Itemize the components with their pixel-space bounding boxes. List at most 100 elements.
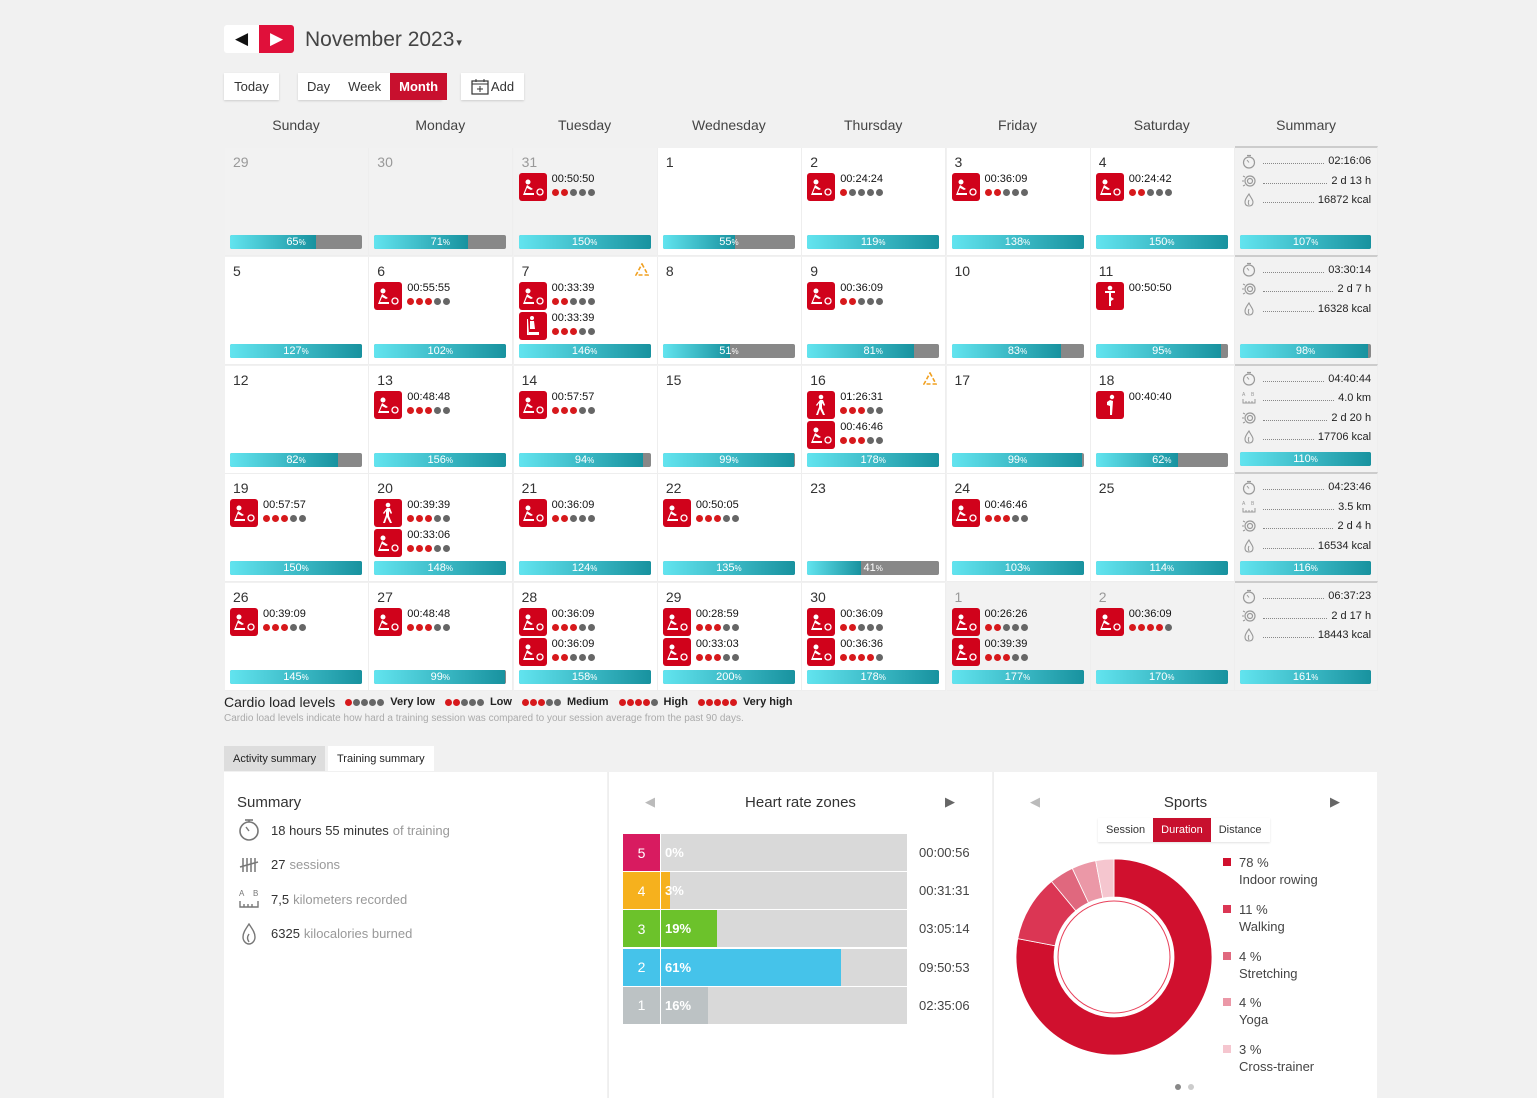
calendar-day-cell[interactable]: 12 82% — [225, 365, 369, 474]
calendar-day-cell[interactable]: 3 00:36:09 138% — [946, 148, 1091, 256]
tab-activity-summary[interactable]: Activity summary — [224, 746, 326, 771]
training-session[interactable]: 00:33:03 — [662, 638, 798, 668]
training-session[interactable]: 00:39:39 — [951, 638, 1087, 668]
calendar-day-cell[interactable]: 2 00:36:09 170% — [1090, 583, 1235, 692]
calendar-day-cell[interactable]: 4 00:24:42 150% — [1090, 148, 1235, 256]
calendar-day-cell[interactable]: 1 55% — [657, 148, 802, 256]
training-session[interactable]: 00:40:40 — [1095, 390, 1231, 421]
calendar-day-cell[interactable]: 1 00:26:26 00:39:39 177% — [946, 583, 1091, 692]
hr-prev-arrow-icon[interactable]: ◀ — [645, 794, 655, 809]
training-session[interactable]: 00:33:06 — [374, 529, 509, 559]
view-week-button[interactable]: Week — [348, 79, 382, 94]
view-month-button[interactable]: Month — [390, 73, 448, 100]
training-session[interactable]: 00:26:26 — [951, 608, 1087, 638]
sports-next-arrow-icon[interactable]: ▶ — [1330, 794, 1340, 809]
training-session[interactable]: 00:48:48 — [374, 390, 509, 421]
training-session[interactable]: 00:39:09 — [230, 608, 365, 638]
session-duration: 00:33:39 — [551, 311, 595, 324]
training-session[interactable]: 00:24:24 — [807, 173, 942, 203]
warning-icon[interactable] — [634, 262, 649, 276]
hr-next-arrow-icon[interactable]: ▶ — [945, 794, 955, 809]
training-session[interactable]: 00:57:57 — [230, 499, 365, 529]
training-session[interactable]: 00:46:46 — [951, 499, 1087, 529]
calendar-day-cell[interactable]: 5 127% — [225, 256, 369, 365]
training-session[interactable]: 00:50:05 — [662, 499, 798, 529]
calendar-day-cell[interactable]: 13 00:48:48 156% — [369, 365, 514, 474]
rowing-icon — [807, 608, 836, 637]
training-session[interactable]: 00:57:57 — [518, 390, 654, 421]
segment-distance[interactable]: Distance — [1218, 824, 1262, 836]
svg-text:A: A — [239, 889, 245, 898]
training-session[interactable]: 00:36:36 — [807, 638, 942, 668]
training-session[interactable]: 00:36:09 — [807, 608, 942, 638]
today-button[interactable]: Today — [224, 73, 279, 100]
sports-prev-arrow-icon[interactable]: ◀ — [1030, 794, 1040, 809]
day-number: 19 — [233, 480, 249, 497]
month-picker[interactable]: November 2023 ▾ — [305, 28, 462, 52]
training-session[interactable]: 00:33:39 — [518, 311, 654, 342]
calendar-day-cell[interactable]: 26 00:39:09 145% — [225, 583, 369, 692]
warning-icon[interactable] — [922, 370, 938, 385]
training-load-label: 103% — [1004, 562, 1031, 575]
calendar-day-cell[interactable]: 21 00:36:09 124% — [513, 474, 658, 583]
calendar-day-cell[interactable]: 15 99% — [657, 365, 802, 474]
calendar-day-cell[interactable]: 7 00:33:39 00:33:39 146% — [513, 256, 658, 365]
training-session[interactable]: 00:55:55 — [374, 281, 509, 312]
calendar-day-cell[interactable]: 19 00:57:57 150% — [225, 474, 369, 583]
training-session[interactable]: 00:28:59 — [662, 608, 798, 638]
cardio-dot — [560, 654, 568, 662]
calendar-day-cell[interactable]: 22 00:50:05 135% — [657, 474, 802, 583]
training-session[interactable]: 00:46:46 — [807, 420, 942, 451]
calendar-day-cell[interactable]: 6 00:55:55 102% — [369, 256, 514, 365]
training-session[interactable]: 00:36:09 — [518, 499, 654, 529]
training-session[interactable]: 00:36:09 — [518, 608, 654, 638]
calendar-day-cell[interactable]: 17 99% — [946, 365, 1091, 474]
calendar-day-cell[interactable]: 2 00:24:24 119% — [802, 148, 947, 256]
view-day-button[interactable]: Day — [307, 79, 331, 94]
calendar-day-cell[interactable]: 16 01:26:31 00:46:46 178% — [802, 365, 947, 474]
training-session[interactable]: 00:36:09 — [518, 638, 654, 668]
calendar-day-cell[interactable]: 30 00:36:09 00:36:36 178% — [802, 583, 947, 692]
segment-duration[interactable]: Duration — [1153, 818, 1211, 842]
training-load-label: 156% — [427, 453, 454, 466]
training-session[interactable]: 00:36:09 — [1095, 608, 1231, 638]
calendar-day-cell[interactable]: 8 51% — [657, 256, 802, 365]
next-month-button[interactable]: ▶ — [259, 25, 294, 53]
donut-slice-cross-trainer[interactable] — [1095, 858, 1115, 899]
add-button[interactable]: Add — [461, 73, 524, 100]
calendar-day-cell[interactable]: 25 114% — [1090, 474, 1235, 583]
calendar-day-cell[interactable]: 29 00:28:59 00:33:03 200% — [657, 583, 802, 692]
week-summary-cell: 03:30:14 2 d 7 h 16328 kcal 98% — [1235, 254, 1379, 365]
donut-slice-indoor-rowing[interactable] — [1015, 858, 1213, 1056]
calendar-day-cell[interactable]: 20 00:39:39 00:33:06 148% — [369, 474, 514, 583]
calendar-day-cell[interactable]: 9 00:36:09 81% — [802, 256, 947, 365]
pager-dot[interactable] — [1188, 1084, 1194, 1090]
training-session[interactable]: 00:36:09 — [807, 281, 942, 312]
training-session[interactable]: 00:39:39 — [374, 499, 509, 529]
calendar-day-cell[interactable]: 29 65% — [225, 148, 369, 256]
training-session[interactable]: 01:26:31 — [807, 390, 942, 421]
calendar-day-cell[interactable]: 18 00:40:40 62% — [1090, 365, 1235, 474]
training-session[interactable]: 00:36:09 — [951, 173, 1087, 203]
cardio-load-dots — [984, 654, 1028, 662]
segment-session[interactable]: Session — [1106, 824, 1146, 836]
training-session[interactable]: 00:24:42 — [1095, 173, 1231, 203]
training-session[interactable]: 00:33:39 — [518, 281, 654, 312]
pager-dot-active[interactable] — [1175, 1084, 1181, 1090]
calendar-day-cell[interactable]: 10 83% — [946, 256, 1091, 365]
training-session[interactable]: 00:50:50 — [1095, 281, 1231, 312]
calendar-day-cell[interactable]: 11 00:50:50 95% — [1090, 256, 1235, 365]
calendar-day-cell[interactable]: 28 00:36:09 00:36:09 158% — [513, 583, 658, 692]
training-session[interactable]: 00:48:48 — [374, 608, 509, 638]
calendar-day-cell[interactable]: 27 00:48:48 99% — [369, 583, 514, 692]
prev-month-button[interactable]: ◀ — [224, 25, 259, 53]
training-session[interactable]: 00:50:50 — [518, 173, 654, 203]
calendar-day-cell[interactable]: 24 00:46:46 103% — [946, 474, 1091, 583]
calendar-day-cell[interactable]: 31 00:50:50 150% — [513, 148, 658, 256]
calendar-day-cell[interactable]: 23 41% — [802, 474, 947, 583]
calendar-day-cell[interactable]: 30 71% — [369, 148, 514, 256]
cardio-load-dots — [840, 624, 884, 632]
tab-training-summary[interactable]: Training summary — [328, 746, 434, 771]
cardio-dot — [434, 406, 442, 414]
calendar-day-cell[interactable]: 14 00:57:57 94% — [513, 365, 658, 474]
